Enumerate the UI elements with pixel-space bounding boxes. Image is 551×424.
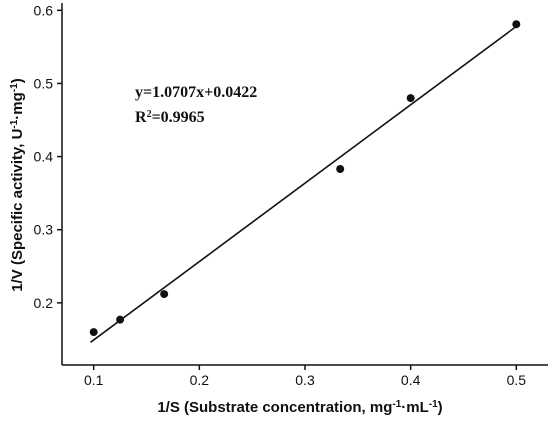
x-tick-label: 0.1 (84, 372, 104, 388)
text-part: 1/V (Specific activity, U (9, 129, 26, 292)
equation: y=1.0707x+0.0422 (135, 84, 257, 101)
x-tick-label: 0.4 (401, 372, 421, 388)
text-part: ) (9, 78, 26, 83)
data-point (406, 94, 415, 103)
text-part: -1 (429, 399, 438, 410)
fit-line (90, 25, 517, 343)
y-tick-label: 0.5 (34, 75, 54, 91)
y-axis-label: 1/V (Specific activity, U-1·mg-1) (9, 78, 27, 291)
text-part: ·mg (9, 92, 26, 120)
x-tick-label: 0.2 (190, 372, 210, 388)
y-tick-label: 0.6 (34, 2, 54, 18)
data-point (160, 290, 169, 299)
y-tick-label: 0.3 (34, 222, 54, 238)
text-part: =0.9965 (152, 109, 205, 126)
y-tick-label: 0.2 (34, 295, 54, 311)
text-part: 1/S (Substrate concentration, mg (157, 399, 392, 416)
text-part: -1 (392, 399, 401, 410)
x-axis-label: 1/S (Substrate concentration, mg-1·mL-1) (157, 399, 442, 417)
x-tick-label: 0.5 (507, 372, 527, 388)
data-point (336, 165, 345, 174)
data-point (512, 20, 521, 29)
text-part: 2 (147, 109, 152, 120)
y-tick-label: 0.4 (34, 149, 54, 165)
x-tick-label: 0.3 (295, 372, 315, 388)
text-part: -1 (9, 119, 20, 128)
text-part: y=1.0707x+0.0422 (135, 84, 257, 101)
data-point (89, 328, 98, 337)
r-squared: R2=0.9965 (135, 109, 205, 127)
text-part: ) (438, 399, 443, 416)
text-part: R (135, 109, 147, 126)
text-part: -1 (9, 83, 20, 92)
text-part: ·mL (401, 399, 429, 416)
